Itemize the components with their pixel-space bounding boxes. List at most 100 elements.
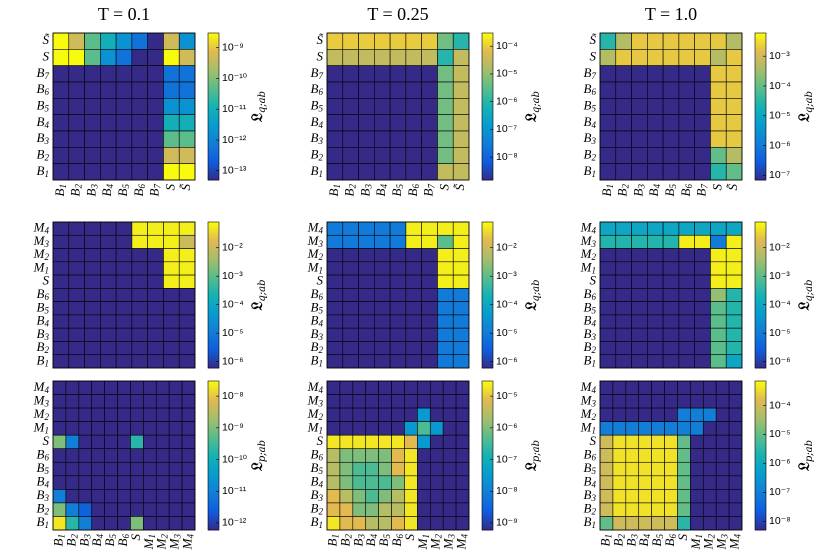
colorbar-segment (482, 436, 493, 440)
heatmap-cell (181, 502, 196, 517)
colorbar-segment (482, 284, 493, 287)
colorbar-segment (208, 336, 219, 340)
colorbar-tick-label: 10⁻⁵ (769, 327, 791, 339)
colorbar-segment (755, 479, 766, 482)
heatmap-cell (647, 65, 664, 83)
colorbar-segment (208, 515, 219, 518)
x-tick-label: B1 (326, 184, 342, 196)
colorbar-segment (208, 382, 219, 386)
heatmap-cell (421, 274, 438, 289)
heatmap-cell (710, 49, 727, 66)
colorbar-segment (482, 104, 493, 107)
heatmap-cell (631, 98, 648, 115)
colorbar-segment (208, 276, 219, 279)
heatmap-cell (455, 516, 470, 531)
heatmap-cell (100, 261, 117, 276)
y-tick-label: B7 (584, 65, 597, 81)
heatmap-cell (429, 380, 444, 395)
heatmap-cell (417, 407, 431, 422)
colorbar-segment (208, 399, 219, 402)
colorbar-segment (208, 489, 219, 492)
colorbar-segment (482, 427, 493, 430)
colorbar-segment (482, 128, 493, 131)
colorbar-segment (482, 152, 493, 155)
y-tick-label: B1 (37, 514, 49, 530)
heatmap-cell (625, 502, 640, 517)
colorbar-segment (482, 386, 493, 389)
colorbar-segment (755, 56, 766, 60)
colorbar-segment (755, 462, 766, 466)
colorbar-segment (482, 500, 493, 503)
colorbar-segment (482, 423, 493, 427)
heatmap-cell (631, 314, 648, 329)
colorbar-segment (208, 338, 219, 342)
colorbar-segment (755, 73, 766, 76)
colorbar-segment (755, 232, 766, 236)
colorbar-segment (755, 256, 766, 259)
heatmap-cell (143, 448, 157, 463)
colorbar-segment (755, 481, 766, 484)
x-tick-label: B6 (389, 534, 405, 547)
heatmap-cell (678, 248, 695, 263)
heatmap-cell (615, 98, 632, 115)
heatmap-cell (421, 65, 438, 83)
heatmap-cell (710, 248, 727, 263)
heatmap-cell (678, 163, 695, 181)
heatmap-cell (342, 248, 359, 263)
heatmap-cell (131, 314, 148, 329)
y-tick-label: M2 (33, 406, 50, 422)
y-tick-label: B3 (584, 130, 597, 146)
heatmap-cell (84, 288, 101, 302)
heatmap-cell (131, 49, 148, 66)
heatmap-cell (78, 380, 93, 395)
heatmap-cell (651, 516, 665, 531)
colorbar-segment (208, 146, 219, 150)
heatmap-cell (651, 421, 665, 436)
heatmap-cell (599, 65, 617, 83)
colorbar-segment (208, 170, 219, 174)
heatmap-cell (52, 288, 70, 302)
y-tick-label: B5 (584, 299, 597, 315)
heatmap-cell (710, 341, 727, 356)
heatmap-cell (326, 163, 344, 181)
heatmap-cell (452, 114, 470, 132)
y-tick-label: M4 (307, 220, 324, 236)
heatmap-cell (178, 261, 196, 276)
colorbar-segment (208, 225, 219, 228)
colorbar-segment (755, 225, 766, 228)
y-tick-label: B2 (584, 146, 597, 162)
heatmap-cell (452, 288, 470, 302)
plot-frame (599, 221, 743, 369)
heatmap-cell (615, 327, 632, 342)
heatmap-cell (612, 489, 627, 504)
heatmap-cell (437, 221, 454, 236)
colorbar-segment (482, 265, 493, 269)
colorbar-segment (208, 238, 219, 241)
colorbar-segment (755, 165, 766, 168)
heatmap-cell (155, 461, 170, 477)
y-tick-label: B6 (311, 286, 324, 302)
colorbar-tick-label: 10⁻¹¹ (222, 485, 247, 497)
heatmap-cell (631, 354, 648, 369)
colorbar-frame (754, 32, 767, 181)
colorbar-segment (482, 253, 493, 256)
heatmap-cell (342, 81, 359, 99)
y-tick-label: M3 (580, 233, 597, 249)
heatmap-cell (65, 434, 80, 450)
heatmap-cell (417, 394, 431, 409)
heatmap-cell (599, 394, 614, 409)
colorbar-segment (482, 333, 493, 336)
y-tick-label: B7 (37, 65, 50, 81)
colorbar-segment (755, 453, 766, 456)
colorbar-segment (755, 274, 766, 278)
heatmap-cell (78, 394, 93, 409)
heatmap-cell (625, 475, 640, 490)
colorbar-segment (208, 516, 219, 520)
heatmap-cell (599, 248, 617, 263)
colorbar-segment (482, 331, 493, 334)
heatmap-cell (78, 502, 93, 517)
y-tick-label: B4 (37, 313, 50, 329)
colorbar-segment (208, 223, 219, 227)
colorbar-segment (208, 269, 219, 272)
heatmap-cell (163, 163, 180, 181)
